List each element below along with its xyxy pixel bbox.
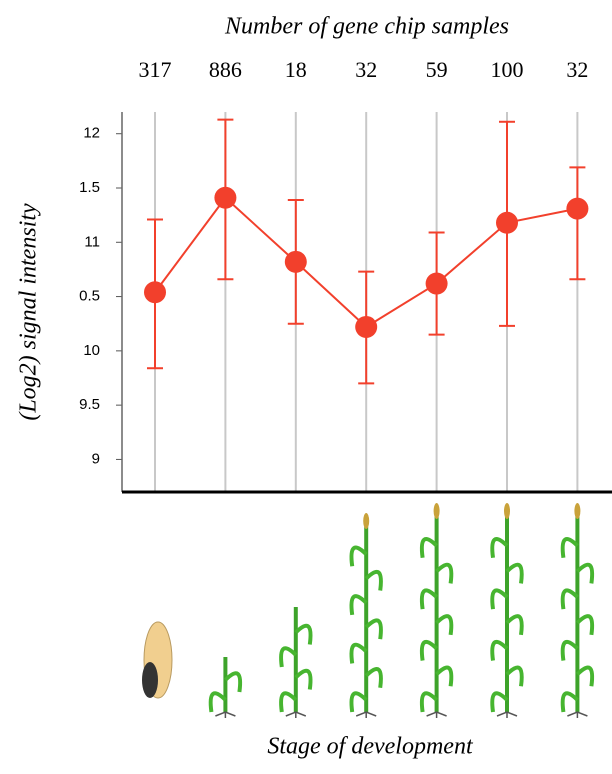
leaf [294, 623, 313, 645]
sample-count: 100 [491, 57, 524, 82]
leaf [364, 618, 383, 640]
leaf [560, 691, 579, 713]
leaf [364, 569, 383, 591]
leaf [419, 537, 439, 558]
sample-count: 32 [566, 57, 588, 82]
leaf [435, 614, 454, 636]
seed-embryo [142, 662, 158, 698]
tassel [504, 503, 510, 519]
leaf [560, 588, 579, 610]
leaf [223, 671, 243, 693]
roots [496, 711, 518, 718]
leaf [419, 639, 439, 661]
leaf [505, 614, 524, 636]
y-tick-label: 1.5 [79, 179, 100, 196]
leaf [435, 562, 454, 584]
sample-count: 59 [426, 57, 448, 82]
leaf [349, 545, 368, 567]
leaf [490, 537, 509, 558]
leaf [560, 537, 579, 558]
roots [215, 711, 236, 718]
y-tick-label: 11 [84, 233, 100, 250]
data-point [566, 197, 589, 220]
leaf [505, 562, 524, 584]
tassel [363, 513, 370, 529]
data-point [355, 315, 378, 338]
y-tick-label: 10 [83, 342, 100, 359]
roots [567, 711, 588, 718]
leaf [505, 665, 524, 687]
leaf [575, 614, 595, 636]
data-point [425, 272, 448, 295]
leaf [419, 588, 439, 610]
y-tick-label: 12 [83, 125, 100, 142]
leaf [349, 691, 368, 713]
data-point [496, 211, 518, 234]
roots [285, 711, 307, 718]
leaf [208, 691, 227, 713]
leaf [279, 691, 298, 713]
sample-count: 886 [209, 57, 242, 82]
leaf [435, 665, 454, 687]
data-point [144, 281, 166, 304]
tassel [433, 503, 440, 519]
plant-illustrations [142, 503, 595, 718]
leaf [560, 639, 579, 661]
y-axis-label: (Log2) signal intensity [16, 203, 42, 421]
leaf [364, 667, 383, 688]
sample-count: 317 [139, 57, 172, 82]
tassel [574, 503, 581, 519]
leaf [349, 642, 368, 664]
leaf [575, 665, 595, 687]
roots [426, 711, 447, 718]
data-point [284, 250, 307, 273]
leaf [349, 594, 368, 616]
y-tick-label: 9.5 [79, 396, 100, 413]
leaf [490, 691, 509, 713]
chart-title: Number of gene chip samples [224, 14, 509, 40]
y-tick-label: 0.5 [79, 288, 100, 305]
x-axis-label: Stage of development [267, 734, 474, 760]
leaf [419, 691, 439, 713]
leaf [575, 562, 595, 584]
sample-count: 32 [355, 57, 377, 82]
y-tick-label: 9 [92, 450, 100, 467]
leaf [294, 668, 313, 690]
leaf [279, 646, 298, 668]
data-point [214, 186, 237, 209]
sample-count: 18 [285, 57, 307, 82]
leaf [490, 588, 509, 610]
roots [355, 711, 377, 718]
leaf [490, 639, 509, 661]
